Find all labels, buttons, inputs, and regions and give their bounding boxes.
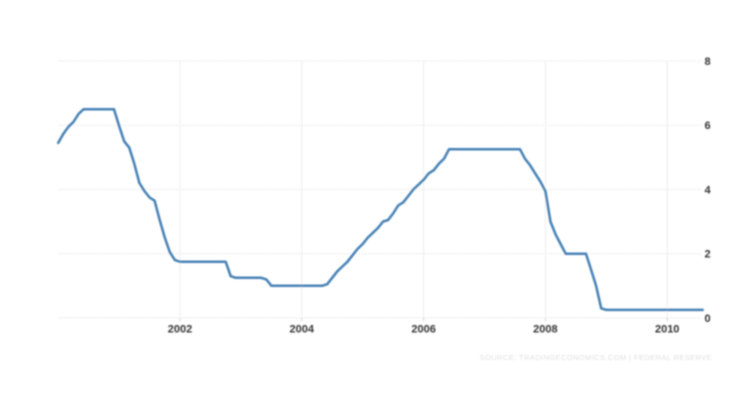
svg-text:2002: 2002 [168, 324, 192, 336]
svg-text:SOURCE: TRADINGECONOMICS.COM |: SOURCE: TRADINGECONOMICS.COM | FEDERAL R… [480, 353, 712, 362]
svg-text:0: 0 [705, 313, 711, 325]
svg-text:2: 2 [705, 249, 711, 261]
svg-text:2008: 2008 [533, 324, 557, 336]
svg-text:2006: 2006 [411, 324, 435, 336]
svg-text:8: 8 [705, 56, 711, 68]
svg-text:2010: 2010 [655, 324, 679, 336]
svg-text:2004: 2004 [290, 324, 315, 336]
svg-text:4: 4 [705, 185, 712, 197]
svg-text:6: 6 [705, 120, 711, 132]
